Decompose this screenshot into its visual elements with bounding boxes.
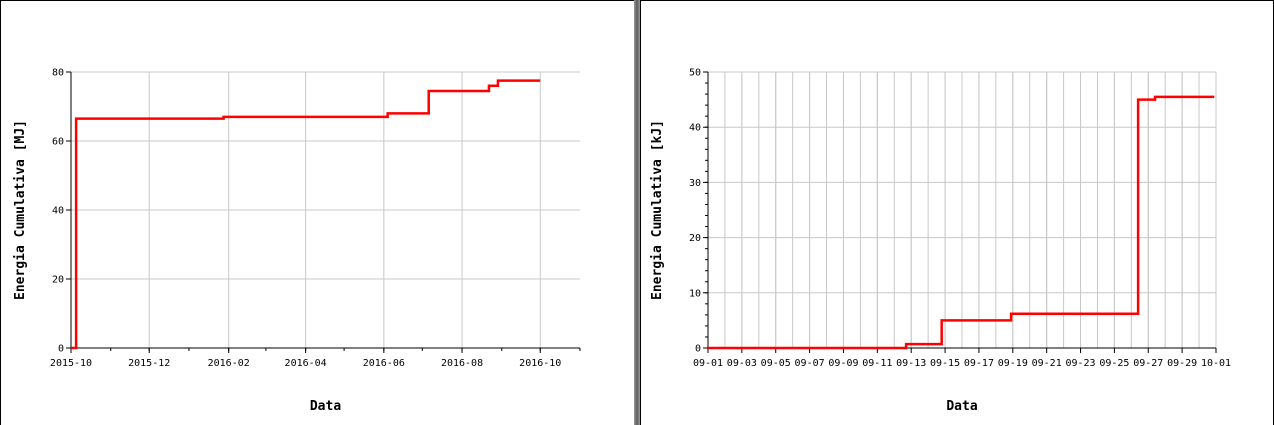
energy-series-line (708, 95, 1215, 350)
x-tick-label: 2016-04 (285, 358, 327, 369)
y-tick-label: 80 (52, 68, 64, 79)
x-tick-label: 2015-12 (128, 358, 170, 369)
chart-panel-right: 0 10 20 30 40 50 09-01 09-03 09-05 09-07 09-09 09-1… (640, 0, 1274, 425)
x-tick-label: 09-27 (1133, 358, 1163, 369)
x-tick-label: 2015-10 (50, 358, 92, 369)
x-tick-label: 09-07 (795, 358, 825, 369)
x-tick-label: 09-17 (964, 358, 994, 369)
cumulative-energy-chart-mj: 0 20 40 60 80 2015-10 2015-12 2016-02 2016-04 201… (13, 68, 581, 414)
y-tick-label: 20 (52, 275, 64, 286)
energy-series-line (71, 79, 541, 350)
x-tick-label: 09-03 (727, 358, 757, 369)
cumulative-energy-chart-kj: 0 10 20 30 40 50 09-01 09-03 09-05 09-07 09-09 09-1… (650, 68, 1231, 415)
x-tick-label: 09-23 (1065, 358, 1095, 369)
x-tick-label: 09-09 (828, 358, 858, 369)
x-axis-title: Data (310, 399, 341, 414)
x-tick-label: 09-19 (998, 358, 1028, 369)
y-tick-label: 0 (695, 344, 701, 355)
y-tick-label: 20 (689, 233, 701, 244)
x-tick-label: 09-21 (1032, 358, 1062, 369)
y-tick-label: 10 (689, 288, 701, 299)
x-tick-label: 2016-08 (441, 358, 483, 369)
y-tick-label: 0 (58, 344, 64, 355)
x-tick-label: 09-11 (862, 358, 892, 369)
x-tick-label: 2016-06 (363, 358, 405, 369)
x-tick-label: 09-15 (930, 358, 960, 369)
x-tick-label: 09-13 (896, 358, 926, 369)
x-axis-title: Data (946, 399, 977, 414)
x-tick-label: 09-29 (1167, 358, 1197, 369)
y-tick-label: 40 (52, 206, 64, 217)
x-tick-label: 2016-10 (519, 358, 561, 369)
chart-panel-left: 0 20 40 60 80 2015-10 2015-12 2016-02 2016-04 201… (0, 0, 634, 425)
y-axis-title: Energia Cumulativa [MJ] (13, 120, 28, 300)
y-tick-label: 30 (689, 178, 701, 189)
grid (70, 71, 580, 349)
y-axis-title: Energia Cumulativa [kJ] (650, 120, 665, 300)
panel-divider[interactable] (634, 0, 640, 425)
x-tick-label: 09-05 (761, 358, 791, 369)
y-tick-label: 60 (52, 137, 64, 148)
y-tick-label: 50 (689, 68, 701, 79)
x-tick-label: 09-01 (693, 358, 723, 369)
x-tick-label: 09-25 (1099, 358, 1129, 369)
y-tick-label: 40 (689, 123, 701, 134)
grid (707, 71, 1217, 349)
x-tick-label: 2016-02 (208, 358, 250, 369)
x-tick-label: 10-01 (1201, 358, 1231, 369)
